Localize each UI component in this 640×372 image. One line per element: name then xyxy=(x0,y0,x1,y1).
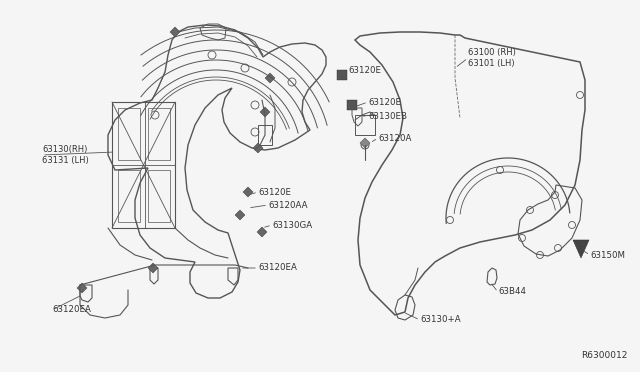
Polygon shape xyxy=(265,73,275,83)
Text: 63100 (RH)
63101 (LH): 63100 (RH) 63101 (LH) xyxy=(468,48,516,68)
Polygon shape xyxy=(253,143,263,153)
Polygon shape xyxy=(360,138,370,148)
Polygon shape xyxy=(260,107,270,117)
Polygon shape xyxy=(337,70,347,80)
Text: 63120E: 63120E xyxy=(368,97,401,106)
Polygon shape xyxy=(243,187,253,197)
Text: 63130+A: 63130+A xyxy=(420,315,461,324)
Polygon shape xyxy=(347,100,357,110)
Text: R6300012: R6300012 xyxy=(582,351,628,360)
Polygon shape xyxy=(170,27,180,37)
Text: 63130(RH)
63131 (LH): 63130(RH) 63131 (LH) xyxy=(42,145,89,165)
Polygon shape xyxy=(257,227,267,237)
Polygon shape xyxy=(148,263,158,273)
Text: 63150M: 63150M xyxy=(590,250,625,260)
Polygon shape xyxy=(573,240,589,258)
Text: 63130GA: 63130GA xyxy=(272,221,312,230)
Text: 63130EB: 63130EB xyxy=(368,112,407,121)
Polygon shape xyxy=(235,210,245,220)
Text: 63120E: 63120E xyxy=(258,187,291,196)
Text: 63120E: 63120E xyxy=(348,65,381,74)
Text: 63B44: 63B44 xyxy=(498,288,526,296)
Text: 63120AA: 63120AA xyxy=(268,201,307,209)
Text: 63120A: 63120A xyxy=(378,134,412,142)
Text: 63120EA: 63120EA xyxy=(52,305,91,314)
Polygon shape xyxy=(77,283,87,293)
Text: 63120EA: 63120EA xyxy=(258,263,297,273)
